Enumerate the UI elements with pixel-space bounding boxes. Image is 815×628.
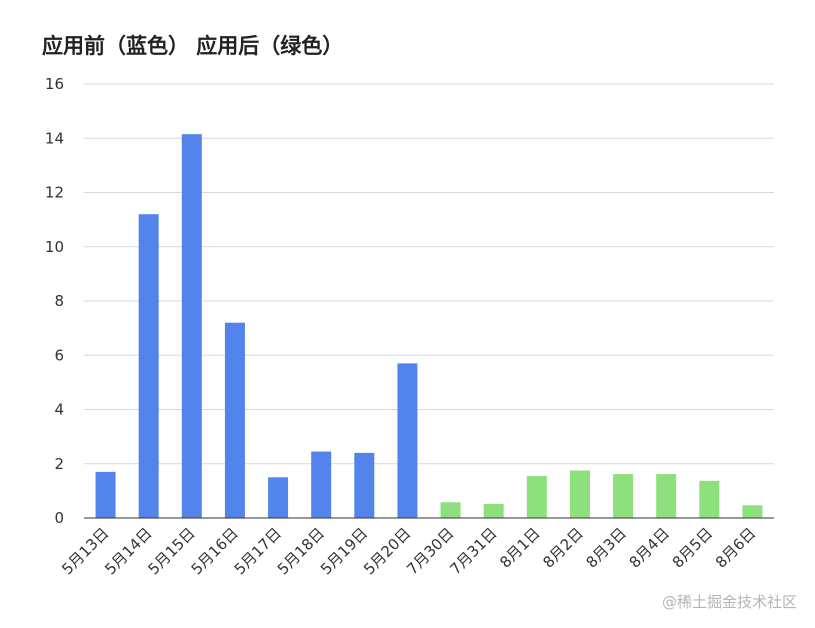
bar bbox=[95, 471, 116, 518]
x-tick-label: 7月30日 bbox=[403, 524, 457, 578]
x-tick-label: 8月5日 bbox=[669, 524, 716, 571]
x-tick-label: 8月4日 bbox=[626, 524, 673, 571]
bar bbox=[397, 363, 418, 518]
x-tick-label: 5月15日 bbox=[144, 524, 198, 578]
bar bbox=[268, 477, 289, 518]
bar bbox=[311, 451, 332, 518]
x-tick-label: 8月2日 bbox=[539, 524, 586, 571]
bar bbox=[656, 474, 677, 518]
chart-title: 应用前（蓝色） 应用后（绿色） bbox=[42, 34, 344, 58]
x-tick-label: 5月20日 bbox=[360, 524, 414, 578]
bar bbox=[699, 480, 720, 518]
bar bbox=[354, 452, 375, 518]
y-tick-label: 2 bbox=[54, 455, 64, 473]
x-tick-label: 5月17日 bbox=[231, 524, 285, 578]
x-tick-label: 8月6日 bbox=[712, 524, 759, 571]
x-tick-label: 5月19日 bbox=[317, 524, 371, 578]
bar bbox=[613, 474, 634, 518]
y-tick-label: 14 bbox=[45, 129, 64, 147]
bar bbox=[742, 505, 763, 518]
x-tick-label: 8月3日 bbox=[582, 524, 629, 571]
y-tick-label: 16 bbox=[45, 75, 64, 93]
bar bbox=[569, 470, 590, 518]
y-tick-label: 0 bbox=[54, 509, 64, 527]
y-tick-label: 6 bbox=[54, 346, 64, 364]
watermark-text: @稀土掘金技术社区 bbox=[661, 593, 797, 611]
bar bbox=[526, 475, 547, 518]
bar bbox=[138, 214, 159, 518]
x-tick-label: 5月16日 bbox=[188, 524, 242, 578]
x-tick-label: 5月18日 bbox=[274, 524, 328, 578]
y-tick-label: 8 bbox=[54, 292, 64, 310]
y-tick-label: 10 bbox=[45, 238, 64, 256]
bar bbox=[181, 134, 202, 518]
y-tick-label: 4 bbox=[54, 401, 64, 419]
x-axis-ticks: 5月13日5月14日5月15日5月16日5月17日5月18日5月19日5月20日… bbox=[58, 524, 759, 578]
y-tick-label: 12 bbox=[45, 184, 64, 202]
y-axis-ticks: 0 2 4 6 8 10 12 14 16 bbox=[45, 75, 64, 527]
x-tick-label: 5月13日 bbox=[58, 524, 112, 578]
bars bbox=[95, 134, 763, 518]
bar bbox=[224, 322, 245, 518]
x-tick-label: 5月14日 bbox=[101, 524, 155, 578]
x-tick-label: 8月1日 bbox=[496, 524, 543, 571]
bar bbox=[440, 502, 461, 518]
bar bbox=[483, 503, 504, 518]
x-tick-label: 7月31日 bbox=[446, 524, 500, 578]
